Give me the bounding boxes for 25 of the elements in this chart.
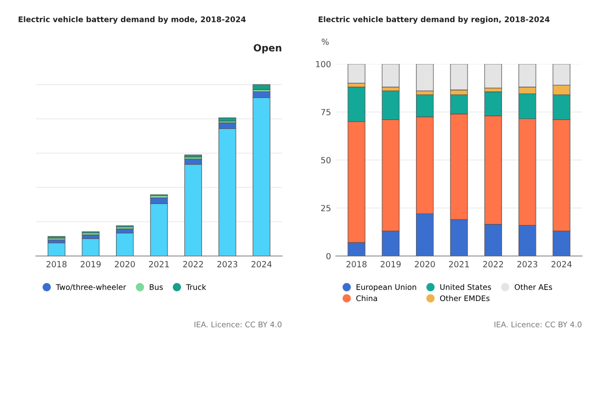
x-tick-label: 2023 [517, 261, 538, 268]
text: Open [254, 44, 282, 54]
x-tick-label: 2021 [449, 261, 469, 268]
x-tick-label: 2018 [346, 261, 367, 268]
bar [116, 232, 134, 256]
x-tick-label: 2021 [149, 261, 169, 268]
y-tick-label: 75 [321, 109, 330, 116]
x-tick-label: 2024 [252, 261, 272, 268]
bar [48, 242, 66, 256]
x-tick-label: 2020 [114, 261, 135, 268]
x-tick-label: 2023 [217, 261, 238, 268]
x-tick-label: 2019 [80, 261, 101, 268]
x-tick-label: 2019 [380, 261, 401, 268]
y-tick-label: 0 [326, 252, 331, 260]
x-tick-label: 2018 [46, 261, 67, 268]
x-tick-label: 2022 [483, 261, 503, 268]
y-tick-label: 25 [321, 204, 330, 212]
x-tick-label: 2020 [414, 261, 435, 268]
bar [252, 84, 270, 90]
y-axis-title: % [322, 38, 329, 45]
x-tick-label: 2022 [183, 261, 203, 268]
y-tick-label: 50 [321, 156, 331, 164]
y-tick-label: 100 [316, 60, 331, 68]
bar [82, 238, 100, 256]
x-tick-label: 2024 [552, 261, 572, 268]
